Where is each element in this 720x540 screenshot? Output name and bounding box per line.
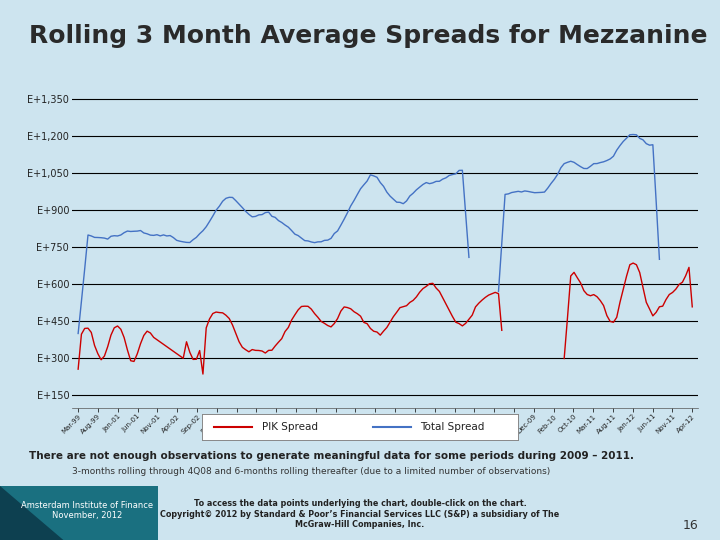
Text: PIK Spread: PIK Spread [262, 422, 318, 432]
Text: 3-months rolling through 4Q08 and 6-months rolling thereafter (due to a limited : 3-months rolling through 4Q08 and 6-mont… [72, 467, 550, 476]
Text: Total Spread: Total Spread [420, 422, 485, 432]
Text: Rolling 3 Month Average Spreads for Mezzanine: Rolling 3 Month Average Spreads for Mezz… [29, 24, 707, 48]
Text: There are not enough observations to generate meaningful data for some periods d: There are not enough observations to gen… [29, 451, 634, 461]
Text: Amsterdam Institute of Finance
November, 2012: Amsterdam Institute of Finance November,… [21, 501, 153, 520]
Polygon shape [0, 486, 63, 540]
Text: To access the data points underlying the chart, double-click on the chart.
Copyr: To access the data points underlying the… [161, 500, 559, 529]
Text: 16: 16 [683, 519, 698, 532]
